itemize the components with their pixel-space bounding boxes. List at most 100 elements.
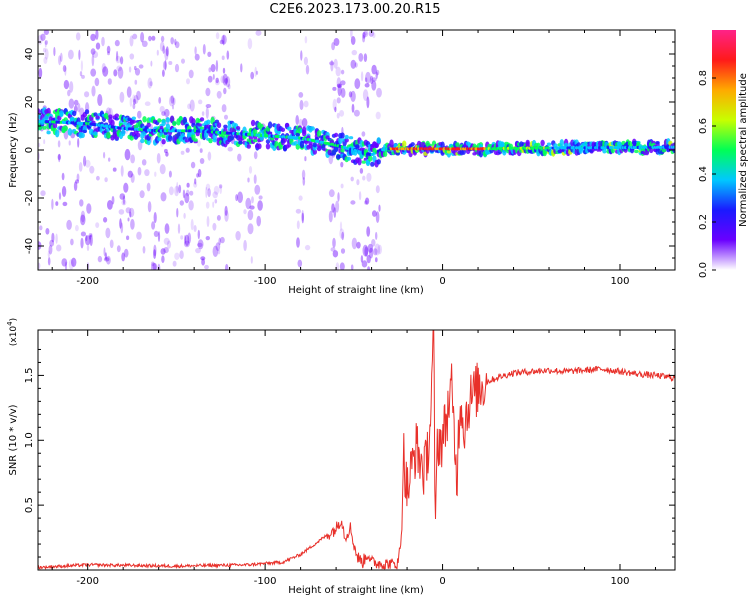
spectrogram-noise-cell	[136, 231, 142, 240]
spectrogram-noise-cell	[164, 148, 168, 154]
spectrogram-ridge-cell	[376, 137, 381, 144]
spectrogram-noise-cell	[210, 64, 216, 73]
spectrogram-noise-cell	[124, 148, 131, 161]
spectrogram-ridge-cell	[382, 151, 388, 157]
spectrogram-noise-cell	[247, 209, 254, 221]
spectrogram-noise-cell	[215, 79, 220, 86]
spectrogram-noise-cell	[189, 99, 195, 112]
spectrogram-noise-cell	[172, 260, 177, 267]
spectrogram-noise-cell	[256, 215, 262, 227]
spectrogram-ridge-cell	[253, 128, 258, 136]
spectrogram-noise-cell	[182, 189, 186, 199]
spectrogram-noise-cell	[91, 85, 96, 97]
spectrogram-noise-cell	[190, 161, 196, 169]
spectrogram-noise-cell	[350, 36, 356, 45]
spectrogram-noise-cell	[86, 203, 92, 214]
spectrogram-noise-cell	[139, 190, 145, 199]
spectrogram-ridge-cell	[295, 132, 300, 137]
spectrogram-noise-cell	[101, 36, 105, 47]
spectrogram-noise-cell	[193, 181, 198, 188]
spectrogram-noise-cell	[376, 87, 382, 98]
snr-x-axis-label: Height of straight line (km)	[288, 585, 424, 596]
spectrogram-noise-cell	[156, 153, 161, 164]
spectrogram-noise-cell	[224, 205, 228, 216]
spectrogram-noise-cell	[377, 244, 382, 255]
spectrogram-noise-cell	[199, 148, 203, 153]
spectrogram-noise-cell	[165, 46, 169, 57]
spectrogram-noise-cell	[120, 165, 124, 177]
spectrogram-noise-cell	[71, 257, 77, 267]
snr-y-multiplier: (x104)	[6, 318, 19, 346]
spectrogram-noise-cell	[69, 81, 74, 93]
spectrogram-noise-cell	[362, 32, 366, 39]
spectrogram-ridge-cell	[287, 126, 292, 131]
spectrogram-noise-cell	[221, 104, 227, 113]
spectrogram-noise-cell	[86, 244, 90, 251]
spectrogram-noise-cell	[80, 237, 84, 249]
spectrogram-noise-cell	[358, 53, 364, 62]
spectrogram-noise-cell	[367, 266, 371, 270]
spectrogram-noise-cell	[90, 33, 96, 42]
spectrogram-ridge-cell	[316, 130, 322, 138]
spectrogram-ridge-cell	[395, 152, 400, 156]
spectrogram-noise-cell	[162, 69, 165, 77]
spectrogram-noise-cell	[204, 264, 209, 270]
spectrogram-noise-cell	[217, 249, 221, 255]
spectrogram-noise-cell	[198, 99, 203, 105]
spectrogram-ridge-cell	[199, 117, 205, 122]
spectrogram-noise-cell	[207, 151, 212, 161]
spectrogram-noise-cell	[215, 60, 219, 72]
spectrogram-noise-cell	[216, 215, 221, 221]
spectrogram-noise-cell	[132, 98, 137, 105]
spectrogram-noise-cell	[362, 31, 369, 38]
spectrogram-noise-cell	[122, 195, 126, 205]
y-tick-label: 1.0	[24, 432, 35, 448]
spectrogram-noise-cell	[65, 261, 67, 270]
spectrogram-ridge-cell	[67, 127, 73, 136]
spectrogram-ridge-cell	[82, 129, 88, 134]
spectrogram-noise-cell	[253, 151, 258, 160]
spectrogram-noise-cell	[92, 51, 99, 58]
spectrogram-noise-cell	[223, 87, 227, 95]
spectrogram-noise-cell	[57, 154, 61, 161]
spectrogram-noise-cell	[101, 63, 106, 73]
spectrogram-ridge-cell	[540, 139, 545, 147]
spectrogram-noise-cell	[129, 211, 132, 218]
spectrogram-noise-cell	[134, 79, 138, 85]
spectrogram-noise-cell	[336, 97, 341, 104]
spectrogram-noise-cell	[84, 235, 91, 246]
spectrogram-ridge-cell	[63, 125, 68, 132]
spectrogram-ridge-cell	[361, 160, 366, 164]
spectrogram-noise-cell	[60, 52, 63, 62]
spectrogram-ridge-cell	[165, 117, 171, 123]
spectrogram-noise-cell	[176, 207, 179, 218]
spectrogram-noise-cell	[184, 234, 187, 244]
spectrogram-noise-cell	[151, 35, 156, 41]
spectrogram-noise-cell	[302, 177, 306, 186]
spectrogram-ridge-cell	[602, 148, 607, 154]
spectrogram-noise-cell	[90, 48, 96, 55]
spectrogram-noise-cell	[181, 58, 185, 64]
spectrogram-ridge-cell	[214, 119, 220, 124]
spectrogram-noise-cell	[38, 262, 41, 269]
spectrogram-noise-cell	[304, 156, 307, 162]
spectrogram-noise-cell	[119, 91, 125, 103]
spectrogram-noise-cell	[336, 77, 341, 89]
spectrogram-noise-cell	[91, 54, 95, 67]
spectrogram-noise-cell	[194, 53, 200, 61]
spectrogram-noise-cell	[119, 218, 122, 229]
spectrogram-ridge-cell	[302, 130, 307, 137]
spectrogram-noise-cell	[84, 91, 90, 98]
spectrogram-noise-cell	[336, 83, 342, 88]
spectrogram-noise-cell	[185, 189, 190, 197]
spectrogram-ridge-cell	[157, 118, 162, 123]
spectrogram-noise-cell	[186, 78, 190, 85]
spectrogram-noise-cell	[225, 76, 231, 88]
spectrogram-ridge-cell	[312, 142, 317, 148]
spectrogram-noise-cell	[350, 59, 357, 69]
spectrogram-noise-cell	[144, 169, 150, 177]
spectrogram-noise-cell	[216, 90, 222, 99]
spectrogram-noise-cell	[89, 165, 95, 174]
spectrogram-noise-cell	[123, 182, 129, 193]
